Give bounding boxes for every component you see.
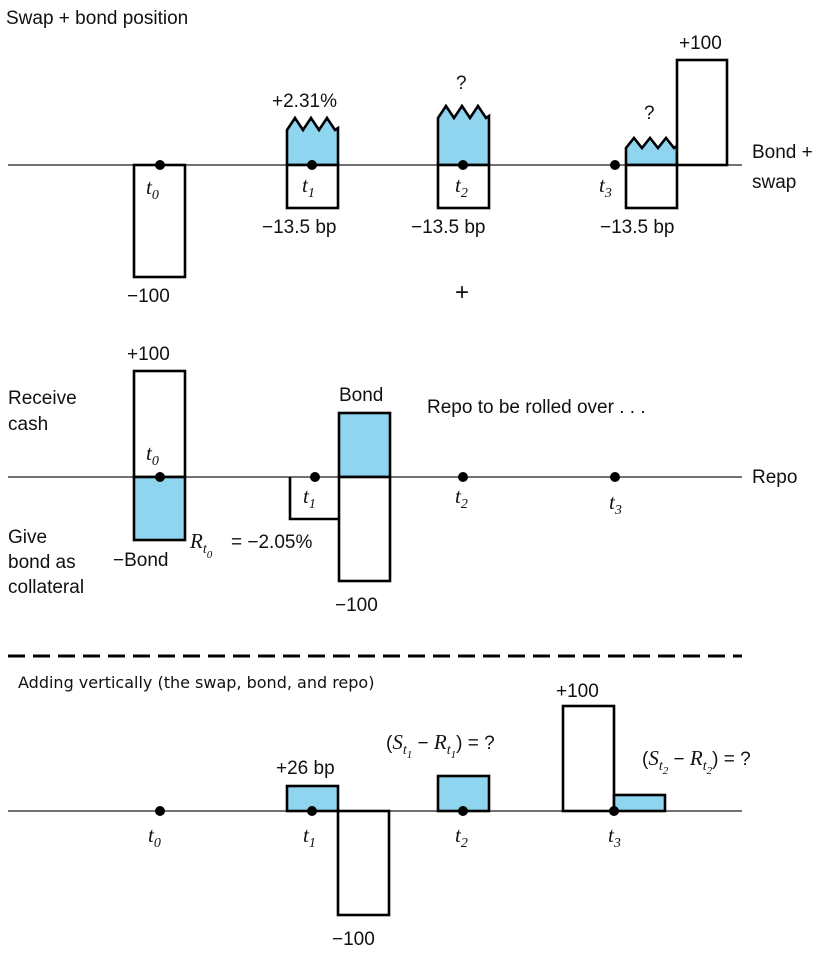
label-minus-bond: −Bond [113,550,168,571]
panel1-title: Swap + bond position [6,8,188,29]
label-t2-question: ? [456,73,467,94]
label-t2-bp: −13.5 bp [411,217,486,238]
label-combined-plus26: +26 bp [276,758,335,779]
time-label-t3: t3 [599,173,612,201]
bar-bond-returned [337,411,392,479]
combined-time-dot-t2 [458,806,468,816]
repo-interest-outline [288,477,339,521]
bar-t3-plus100 [675,58,729,167]
bar-t3-negative [624,163,679,210]
bar-combined-t3-spread [612,793,667,813]
time-label-t1: t1 [302,173,315,201]
label-receive-line1: Receive [8,388,77,409]
label-give-line1: Give [8,527,47,548]
repo-rolled-over-note: Repo to be rolled over . . . [427,397,646,418]
repo-time-label-t3: t3 [609,490,622,518]
bar-t2-negative [436,163,491,210]
bar-receive-cash [132,369,187,479]
bar-combined-t1-minus100 [336,809,391,917]
time-dot-t0 [155,160,165,170]
label-spread-t1: (St1 − Rt1) = ? [386,730,495,761]
repo-axis-label: Repo [752,467,797,488]
combined-time-dot-t0 [155,806,165,816]
label-t0-minus100: −100 [127,286,170,307]
repo-time-label-t1: t1 [303,484,316,512]
label-give-line2: bond as [8,552,76,573]
bar-t3-positive [624,135,679,167]
bar-t1-positive [285,115,340,167]
repo-time-label-t0: t0 [146,441,159,469]
repo-time-dot-t3 [610,472,620,482]
label-t1-bp: −13.5 bp [262,217,337,238]
label-spread-t2: (St2 − Rt2) = ? [642,746,751,777]
bar-repay-minus100 [337,475,392,583]
bar-t2-positive [436,103,491,167]
panel-combined: Adding vertically (the swap, bond, and r… [8,673,751,950]
repo-time-dot-t1 [310,472,320,482]
label-receive-plus100: +100 [127,344,170,365]
combined-time-label-t0: t0 [148,823,161,851]
time-label-t0: t0 [146,175,159,203]
repo-time-dot-t0 [155,472,165,482]
panel3-title: Adding vertically (the swap, bond, and r… [18,673,374,692]
label-receive-line2: cash [8,414,48,435]
combined-time-label-t3: t3 [608,823,621,851]
bar-combined-t2-spread [436,774,491,813]
label-combined-minus100: −100 [332,929,375,950]
combined-time-dot-t3 [609,806,619,816]
label-give-line3: collateral [8,577,84,598]
bar-t0-minus100 [132,163,187,279]
label-t3-plus100: +100 [679,33,722,54]
combined-time-dot-t1 [307,806,317,816]
bar-combined-t3-plus100 [561,704,616,813]
time-dot-t1 [307,160,317,170]
bond-swap-axis-label-line2: swap [752,172,796,193]
repo-time-dot-t2 [458,472,468,482]
repo-rate-label: Rt0= −2.05% [189,529,312,561]
label-t1-value: +2.31% [272,91,337,112]
combined-time-label-t2: t2 [455,823,468,851]
label-combined-plus100: +100 [556,681,599,702]
label-repay-minus100: −100 [335,595,378,616]
bar-give-bond [132,475,187,542]
repo-time-label-t2: t2 [455,484,468,512]
bond-swap-axis-label-line1: Bond + [752,142,813,163]
label-bond-returned: Bond [339,385,383,406]
panel-repo: Repo +100 Receive cash Give bond as coll… [8,344,797,616]
label-t3-bp: −13.5 bp [600,217,675,238]
time-label-t2: t2 [455,173,468,201]
time-dot-t2 [458,160,468,170]
label-t3-question: ? [644,103,655,124]
panel-swap-bond: Swap + bond position Bond + swap −100 t0… [6,8,813,307]
combined-time-label-t1: t1 [303,823,316,851]
time-dot-t3 [610,160,620,170]
plus-sign: + [455,279,469,306]
